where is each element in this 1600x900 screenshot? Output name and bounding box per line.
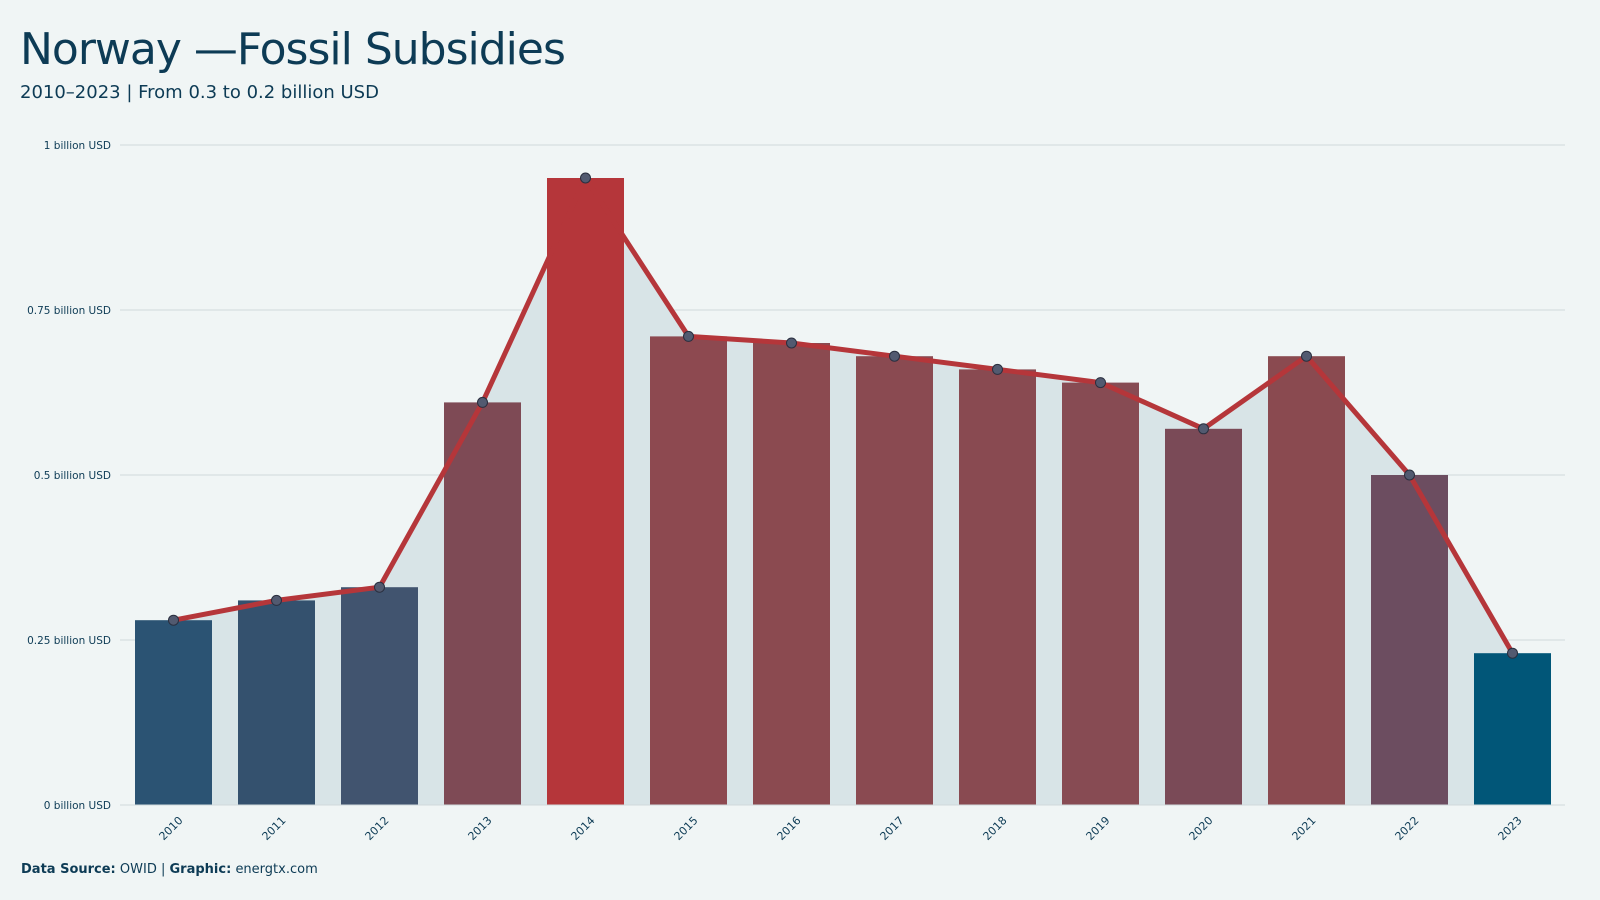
- x-tick-label: 2015: [672, 814, 701, 843]
- x-tick-label: 2012: [363, 814, 392, 843]
- bar-2013: [444, 402, 521, 805]
- point-2010: [168, 614, 179, 626]
- x-tick-label: 2023: [1496, 814, 1525, 843]
- source-label: Data Source:: [21, 862, 116, 877]
- chart-header: Norway —Fossil Subsidies 2010–2023 | Fro…: [20, 22, 566, 104]
- y-axis: 0 billion USD 0.25 billion USD 0.5 billion…: [27, 140, 111, 812]
- bar-2022: [1371, 475, 1448, 805]
- bar-2014: [547, 178, 624, 805]
- bar-2016: [753, 343, 830, 805]
- line-layer: [168, 172, 1518, 659]
- bar-2020: [1165, 428, 1242, 805]
- bar-2011: [238, 600, 315, 805]
- graphic-value: energtx.com: [235, 862, 318, 877]
- x-tick-label: 2021: [1290, 814, 1319, 843]
- x-tick-label: 2020: [1187, 814, 1216, 843]
- y-tick-label: 0.75 billion USD: [27, 305, 111, 317]
- x-tick-label: 2011: [260, 814, 289, 843]
- y-tick-label: 0.25 billion USD: [27, 635, 111, 647]
- y-tick-label: 0.5 billion USD: [34, 470, 111, 482]
- bar-2015: [650, 336, 727, 805]
- point-2014: [580, 172, 591, 184]
- bar-2023: [1474, 653, 1551, 805]
- point-2012: [374, 581, 385, 593]
- point-2016: [786, 337, 797, 349]
- chart-subtitle: 2010–2023 | From 0.3 to 0.2 billion USD: [20, 82, 379, 103]
- x-tick-label: 2016: [775, 814, 804, 843]
- bar-2019: [1062, 382, 1139, 805]
- bar-2017: [856, 356, 933, 805]
- x-axis: 2010 2011 2012 2013 2014 2015 2016 2017 2018 2019…: [120, 804, 1565, 843]
- point-2017: [889, 350, 900, 362]
- series-line: [171, 175, 1515, 656]
- point-2018: [992, 363, 1003, 375]
- y-tick-label: 1 billion USD: [44, 140, 111, 152]
- x-tick-label: 2019: [1084, 814, 1113, 843]
- bar-2021: [1268, 356, 1345, 805]
- point-2022: [1404, 469, 1415, 481]
- chart-footer: Data Source: OWID | Graphic: energtx.com: [21, 862, 318, 877]
- bar-2018: [959, 369, 1036, 805]
- x-tick-label: 2018: [981, 814, 1010, 843]
- point-2015: [683, 330, 694, 342]
- source-value: OWID: [119, 862, 157, 877]
- x-tick-label: 2017: [878, 814, 907, 843]
- point-2011: [271, 594, 282, 606]
- point-2023: [1507, 647, 1518, 659]
- bar-layer: [135, 178, 1551, 805]
- point-2019: [1095, 377, 1106, 389]
- bar-2010: [135, 620, 212, 805]
- graphic-label: Graphic:: [169, 862, 232, 877]
- chart-title: Norway —Fossil Subsidies: [20, 24, 566, 75]
- y-tick-label: 0 billion USD: [44, 800, 111, 812]
- x-tick-label: 2013: [466, 814, 495, 843]
- x-tick-label: 2022: [1393, 814, 1422, 843]
- point-2021: [1301, 350, 1312, 362]
- bar-2012: [341, 587, 418, 805]
- x-tick-label: 2014: [569, 814, 598, 843]
- point-2013: [477, 396, 488, 408]
- point-2020: [1198, 423, 1209, 435]
- x-tick-label: 2010: [157, 814, 186, 843]
- footer-separator: |: [160, 862, 166, 877]
